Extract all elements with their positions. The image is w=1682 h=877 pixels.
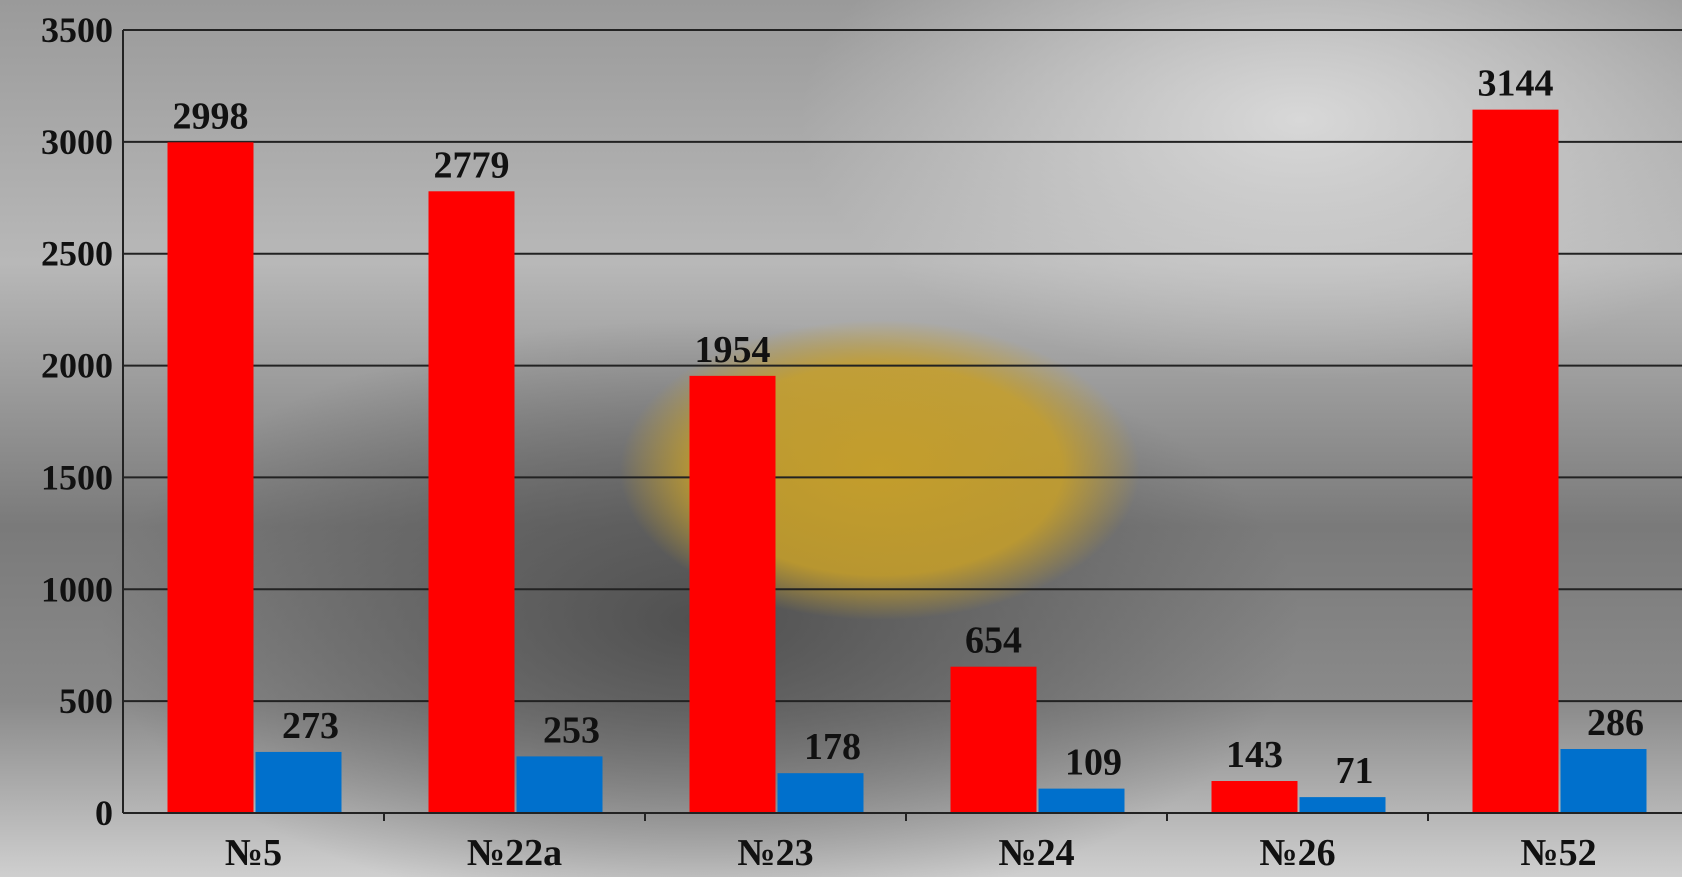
y-tick-label: 500 xyxy=(59,681,113,721)
data-label: 286 xyxy=(1587,702,1644,744)
x-tick-label: №22а xyxy=(467,832,562,874)
data-label: 273 xyxy=(282,705,339,747)
y-tick-label: 1500 xyxy=(41,457,113,497)
x-tick-label: №5 xyxy=(225,832,282,874)
bar xyxy=(255,751,342,813)
data-label: 2998 xyxy=(173,95,249,137)
data-label: 1954 xyxy=(695,329,771,371)
data-label: 654 xyxy=(965,620,1022,662)
y-tick-label: 2000 xyxy=(41,346,113,386)
x-tick-label: №52 xyxy=(1520,832,1596,874)
bar xyxy=(950,666,1037,813)
bar xyxy=(1038,788,1125,813)
bar xyxy=(1211,781,1298,813)
data-label: 71 xyxy=(1336,750,1374,792)
x-tick-label: №24 xyxy=(998,832,1074,874)
y-tick-label: 2500 xyxy=(41,234,113,274)
y-tick-label: 3500 xyxy=(41,10,113,50)
data-label: 3144 xyxy=(1478,63,1554,105)
bar xyxy=(689,375,776,813)
data-label: 2779 xyxy=(434,144,510,186)
data-label: 109 xyxy=(1065,742,1122,784)
bar xyxy=(1472,109,1559,814)
x-tick-label: №23 xyxy=(737,832,813,874)
y-tick-label: 3000 xyxy=(41,122,113,162)
y-tick-label: 1000 xyxy=(41,569,113,609)
y-tick-label: 0 xyxy=(95,793,113,833)
bar xyxy=(1560,749,1647,813)
bar xyxy=(516,756,603,813)
data-label: 178 xyxy=(804,726,861,768)
bar xyxy=(1299,797,1386,813)
bar xyxy=(167,142,254,813)
bar xyxy=(777,773,864,813)
bar xyxy=(428,191,515,814)
data-label: 143 xyxy=(1226,734,1283,776)
data-label: 253 xyxy=(543,709,600,751)
x-tick-label: №26 xyxy=(1259,832,1335,874)
